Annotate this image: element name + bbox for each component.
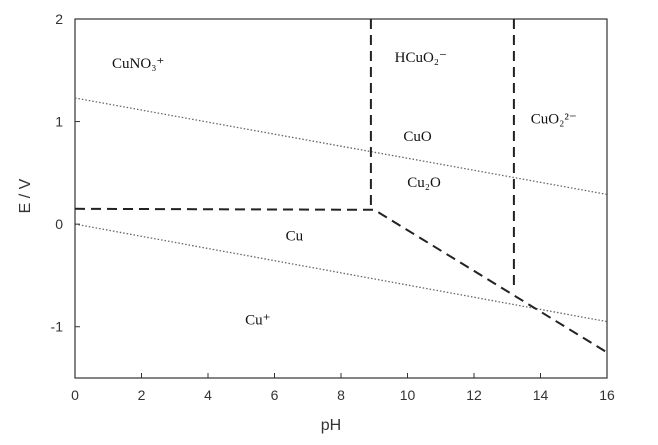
x-tick-label: 2: [138, 387, 146, 403]
y-tick-label: 0: [55, 216, 63, 232]
plot-frame: [74, 18, 608, 379]
x-tick-label: 14: [533, 387, 549, 403]
series-layer: [74, 19, 608, 354]
dashed-boundary-2: [74, 207, 608, 354]
dotted-line-0: [74, 97, 608, 196]
x-tick-label: 16: [599, 387, 615, 403]
x-tick-label: 12: [466, 387, 482, 403]
x-tick-label: 10: [400, 387, 416, 403]
x-tick-label: 4: [204, 387, 212, 403]
x-tick-label: 8: [337, 387, 345, 403]
region-label: CuNO₃⁺: [112, 56, 164, 72]
x-axis-title: pH: [321, 417, 341, 434]
y-tick-label: -1: [51, 319, 64, 335]
region-label: HCuO₂⁻: [395, 50, 447, 66]
y-axis-title: E / V: [17, 178, 34, 213]
dotted-line-1: [74, 223, 608, 323]
region-label: Cu⁺: [245, 313, 270, 329]
region-label: Cu₂O: [407, 175, 441, 191]
y-tick-label: 1: [55, 114, 63, 130]
region-label: CuO₂²⁻: [531, 112, 577, 128]
region-label: Cu: [286, 229, 304, 245]
y-tick-label: 2: [55, 11, 63, 27]
x-tick-label: 0: [71, 387, 79, 403]
x-tick-label: 6: [271, 387, 279, 403]
region-labels: CuNO₃⁺ HCuO₂⁻ CuO₂²⁻ CuO Cu₂O Cu Cu⁺: [112, 50, 577, 329]
region-label: CuO: [403, 129, 432, 145]
